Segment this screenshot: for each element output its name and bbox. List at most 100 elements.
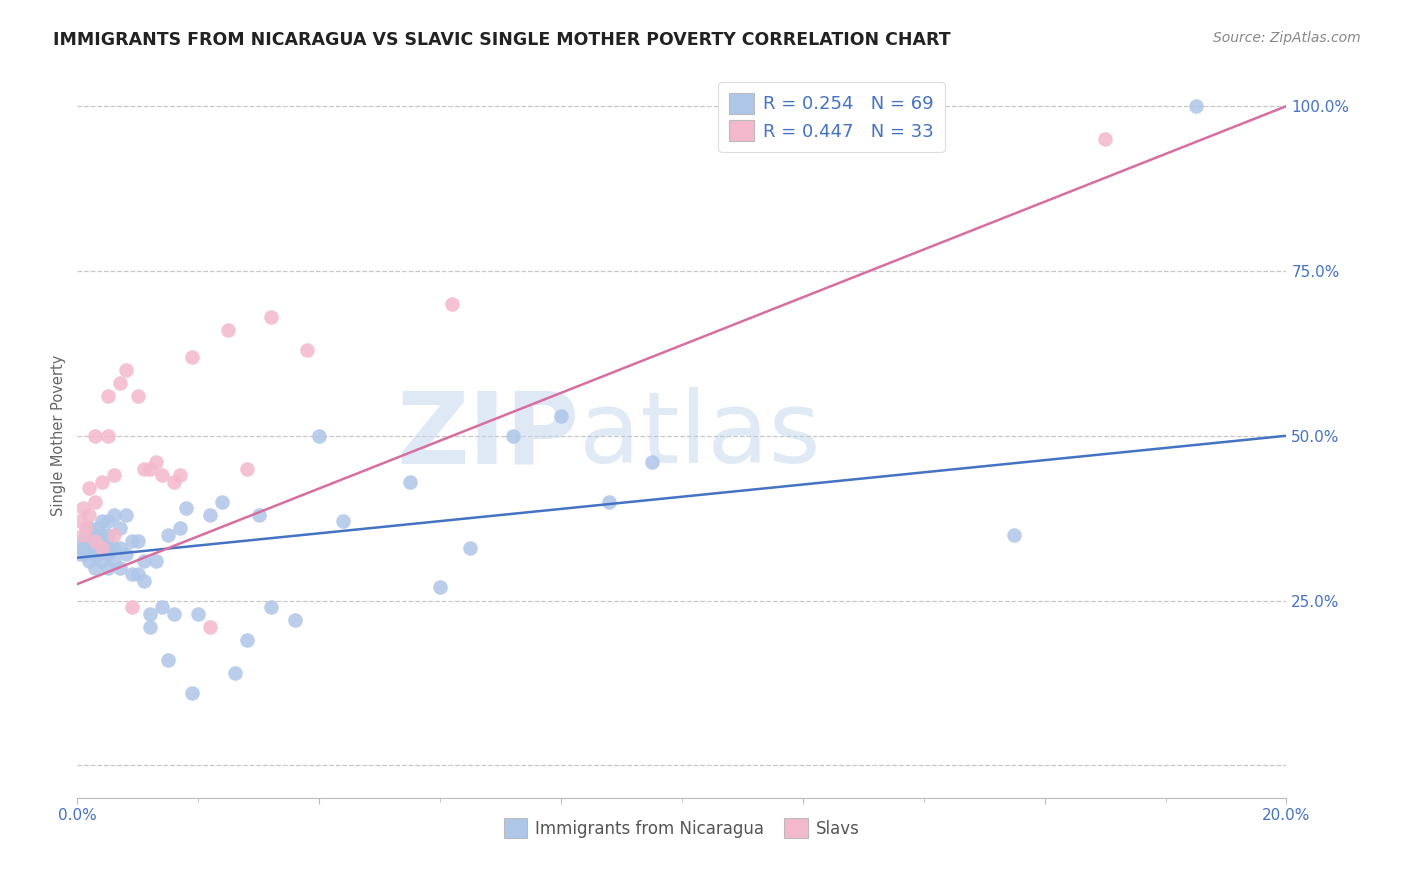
Point [127,534,149,549]
Point [174,501,197,516]
Point [295,343,318,357]
Point [108,376,131,390]
Point [502,429,524,443]
Point [90,527,112,541]
Point [121,600,143,615]
Point [84,548,107,562]
Point [181,350,204,364]
Point [550,409,572,423]
Text: atlas: atlas [579,387,821,484]
Point [332,515,354,529]
Point [75,548,97,562]
Point [82,527,104,541]
Point [114,508,136,522]
Point [84,534,107,549]
Point [157,653,180,667]
Point [441,297,464,311]
Point [114,548,136,562]
Point [79,521,101,535]
Point [79,554,101,568]
Point [139,461,162,475]
Point [121,567,143,582]
Legend: Immigrants from Nicaragua, Slavs: Immigrants from Nicaragua, Slavs [498,812,866,845]
Point [79,541,101,555]
Point [90,515,112,529]
Point [90,541,112,555]
Point [132,461,155,475]
Point [84,534,107,549]
Point [103,508,125,522]
Point [82,541,104,555]
Point [224,666,246,681]
Point [90,554,112,568]
Point [103,527,125,541]
Point [103,554,125,568]
Point [72,534,94,549]
Point [84,527,107,541]
Point [84,560,107,574]
Point [181,686,204,700]
Point [90,541,112,555]
Text: ZIP: ZIP [396,387,579,484]
Point [284,613,307,627]
Point [211,494,233,508]
Point [114,363,136,377]
Point [200,508,222,522]
Point [96,429,118,443]
Point [598,494,620,508]
Point [121,534,143,549]
Point [75,527,97,541]
Point [103,541,125,555]
Point [1184,99,1206,113]
Point [96,389,118,403]
Point [1094,132,1116,146]
Point [79,482,101,496]
Point [87,548,110,562]
Point [127,567,149,582]
Point [157,527,180,541]
Point [72,527,94,541]
Point [132,574,155,588]
Point [84,429,107,443]
Point [308,429,330,443]
Point [150,468,173,483]
Point [127,389,149,403]
Point [108,521,131,535]
Point [399,475,422,489]
Point [108,541,131,555]
Point [200,620,222,634]
Point [90,475,112,489]
Point [163,607,186,621]
Point [139,607,162,621]
Point [79,508,101,522]
Point [69,548,91,562]
Point [139,620,162,634]
Y-axis label: Single Mother Poverty: Single Mother Poverty [51,355,66,516]
Point [75,521,97,535]
Point [260,310,283,324]
Point [72,501,94,516]
Text: IMMIGRANTS FROM NICARAGUA VS SLAVIC SINGLE MOTHER POVERTY CORRELATION CHART: IMMIGRANTS FROM NICARAGUA VS SLAVIC SING… [53,31,950,49]
Point [150,600,173,615]
Point [96,548,118,562]
Point [163,475,186,489]
Text: Source: ZipAtlas.com: Source: ZipAtlas.com [1213,31,1361,45]
Point [145,455,167,469]
Point [96,527,118,541]
Point [108,560,131,574]
Point [96,515,118,529]
Point [84,494,107,508]
Point [93,541,115,555]
Point [641,455,664,469]
Point [458,541,481,555]
Point [72,541,94,555]
Point [187,607,209,621]
Point [218,323,240,337]
Point [96,541,118,555]
Point [96,560,118,574]
Point [132,554,155,568]
Point [429,580,451,594]
Point [87,521,110,535]
Point [235,633,257,648]
Point [169,468,191,483]
